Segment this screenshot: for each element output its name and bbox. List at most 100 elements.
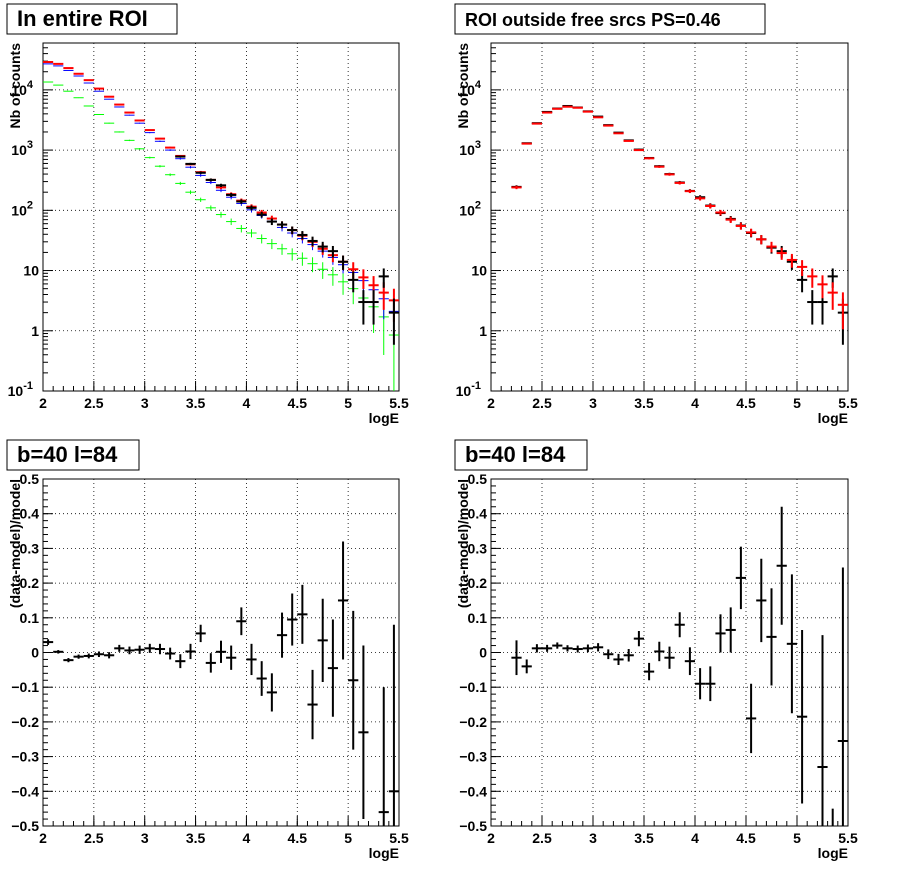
data-point [633, 630, 644, 647]
data-point [83, 105, 94, 107]
x-tick-label: 4 [243, 395, 251, 411]
y-tick-label: −0.4 [11, 783, 39, 799]
y-tick-label: −0.5 [11, 818, 39, 834]
data-point [593, 116, 604, 119]
data-point [582, 110, 593, 113]
data-point [776, 506, 787, 625]
data-point [603, 649, 614, 660]
data-point [531, 644, 542, 653]
data-point [542, 644, 553, 652]
data-point [674, 181, 685, 185]
series-4 [175, 155, 399, 345]
x-tick-label: 5 [793, 395, 801, 411]
y-tick-label: 10 [23, 263, 39, 279]
y-tick-label: −0.1 [11, 679, 39, 695]
chart-title: In entire ROI [17, 6, 148, 31]
y-tick-label: −0.3 [459, 749, 487, 765]
data-point [817, 635, 828, 826]
x-tick-label: 2.5 [532, 830, 552, 846]
x-tick-label: 5.5 [838, 395, 858, 411]
x-tick-label: 4 [691, 830, 699, 846]
y-tick-exponent: -1 [23, 380, 33, 392]
data-point [705, 203, 716, 209]
data-point [144, 132, 155, 134]
data-point [756, 235, 767, 245]
data-point [104, 95, 115, 98]
data-point [511, 640, 522, 676]
data-point [104, 652, 115, 659]
x-tick-label: 2 [487, 830, 495, 846]
data-point [154, 137, 166, 140]
data-point [542, 111, 553, 114]
data-point [63, 658, 74, 663]
chart-title-box [6, 439, 140, 471]
data-point [215, 211, 227, 218]
data-point [236, 199, 247, 204]
data-point [623, 139, 634, 142]
x-tick-label: 3 [589, 395, 597, 411]
y-tick-exponent: 3 [475, 139, 481, 151]
x-axis-label: logE [369, 845, 399, 861]
data-point [786, 253, 797, 268]
x-tick-label: 5 [793, 830, 801, 846]
data-point [623, 649, 634, 662]
x-tick-label: 3.5 [186, 830, 206, 846]
x-tick-label: 4 [243, 830, 251, 846]
data-point [735, 546, 746, 610]
data-point [725, 216, 736, 223]
y-tick-label: 0.5 [20, 471, 40, 487]
y-tick-label: 102 [11, 199, 33, 218]
y-tick-label: −0.5 [459, 818, 487, 834]
data-point [226, 645, 237, 670]
data-point [368, 290, 379, 325]
y-axis-label: (data-model)/model [7, 479, 23, 608]
data-point [93, 113, 105, 115]
data-point [53, 650, 64, 654]
y-tick-label: 0.3 [20, 540, 40, 556]
data-point [124, 139, 135, 142]
data-point [124, 114, 135, 116]
data-point [358, 290, 369, 325]
data-point [73, 654, 84, 659]
data-point [388, 298, 399, 345]
data-point [154, 140, 166, 143]
data-point [226, 218, 237, 226]
x-tick-label: 4.5 [736, 395, 756, 411]
data-point [205, 205, 216, 211]
x-tick-label: 2.5 [532, 395, 552, 411]
x-tick-label: 3 [141, 830, 149, 846]
chart-title: b=40 l=84 [465, 442, 566, 467]
data-point [215, 183, 227, 188]
data-point [725, 607, 736, 653]
x-tick-label: 4.5 [288, 830, 308, 846]
data-point [358, 645, 369, 820]
x-tick-label: 5 [344, 395, 352, 411]
data-point [195, 197, 206, 202]
y-tick-label: 103 [459, 139, 481, 158]
data-point [613, 653, 624, 665]
data-point [684, 647, 695, 676]
data-point [175, 157, 186, 160]
data-point [154, 643, 166, 655]
y-axis-label: (data-model)/model [455, 479, 471, 608]
data-point [562, 105, 573, 108]
data-point [134, 148, 145, 150]
data-point [378, 268, 389, 288]
data-point [695, 196, 706, 201]
y-tick-label: 104 [11, 79, 34, 98]
data-point [552, 107, 563, 110]
data-point [715, 614, 726, 653]
series-1 [511, 506, 848, 826]
data-point [236, 607, 247, 636]
data-point [511, 185, 522, 190]
data-point [134, 122, 145, 124]
y-tick-label: 1 [31, 323, 39, 339]
x-axis-label: logE [818, 410, 848, 426]
data-point [348, 610, 359, 750]
x-tick-label: 2 [487, 395, 495, 411]
data-point [287, 226, 298, 235]
y-axis-label: Nb of counts [455, 43, 471, 129]
data-point [185, 190, 196, 195]
data-point [246, 229, 257, 238]
